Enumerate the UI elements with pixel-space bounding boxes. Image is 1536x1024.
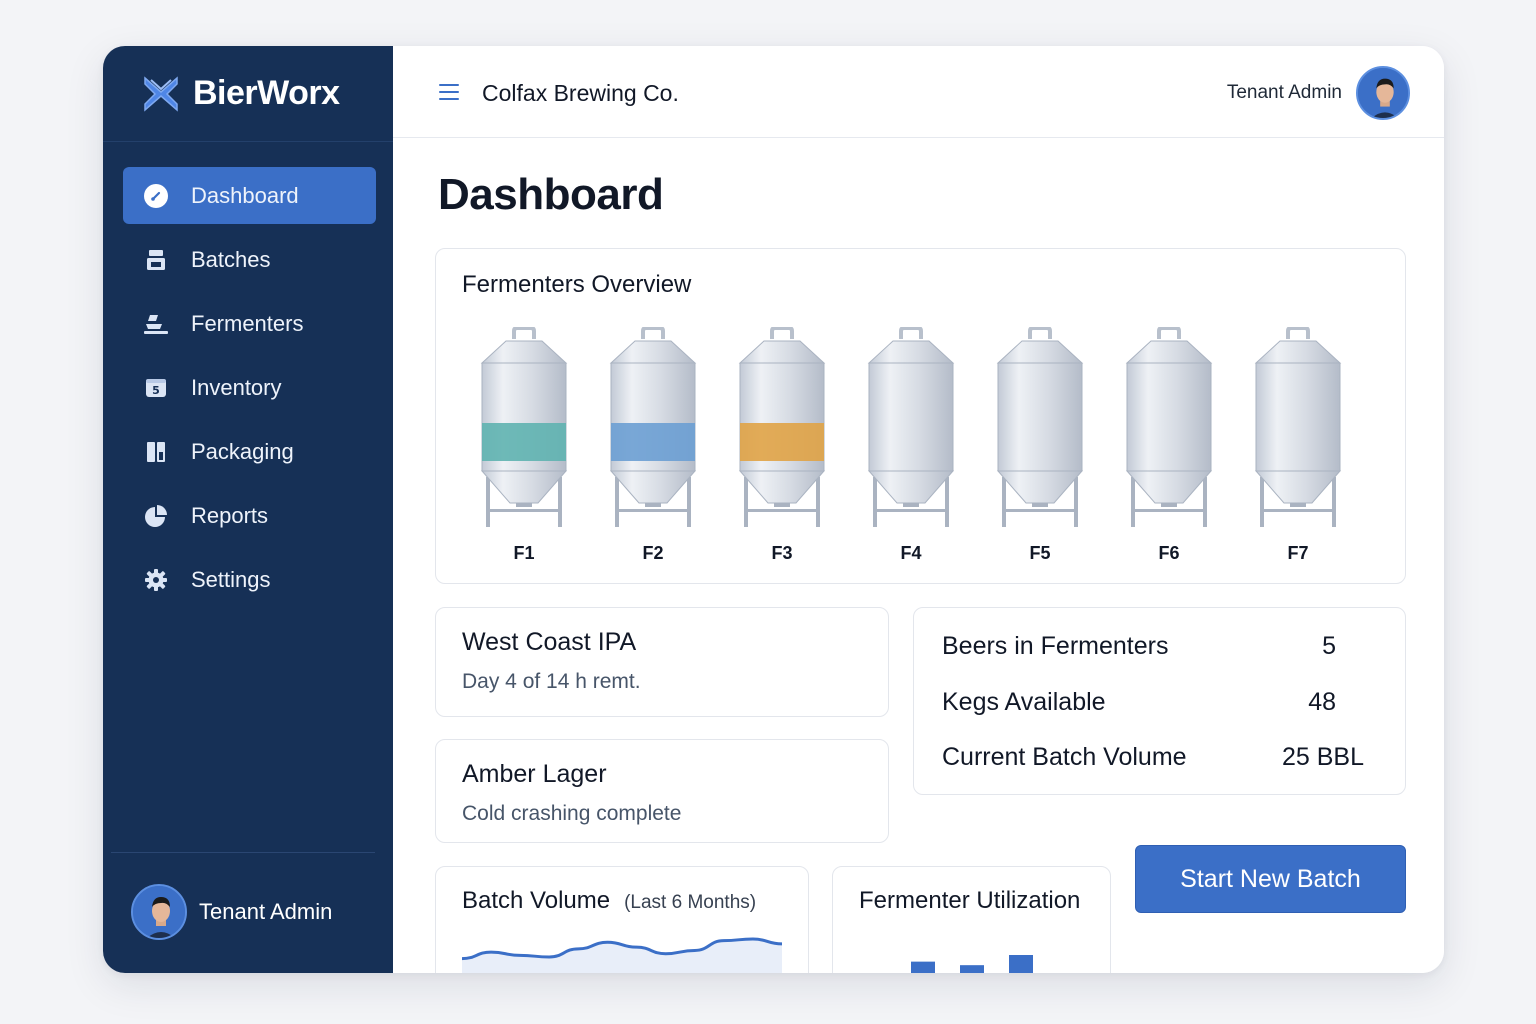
hamburger-menu-icon[interactable] bbox=[439, 84, 461, 102]
stat-label: Kegs Available bbox=[942, 688, 1106, 716]
sidebar-item-label: Inventory bbox=[191, 374, 282, 400]
stat-label: Current Batch Volume bbox=[942, 743, 1187, 771]
pie-chart-icon bbox=[143, 503, 169, 529]
fermenter-icon bbox=[738, 327, 826, 527]
volume-line bbox=[461, 937, 783, 961]
fermenter-tank-f6[interactable]: F6 bbox=[1121, 327, 1217, 567]
sidebar: BierWorx Dashboard Batches Fermenters bbox=[103, 46, 393, 973]
tank-fill-level bbox=[482, 423, 566, 461]
fermenter-utilization-card: Fermenter Utilization bbox=[832, 866, 1111, 973]
stat-value: 25 BBL bbox=[1281, 743, 1364, 771]
sidebar-divider bbox=[111, 852, 375, 853]
tank-label: F1 bbox=[513, 543, 535, 563]
stat-row: Kegs Available 48 bbox=[942, 688, 1364, 718]
fermenter-tank-f3[interactable]: F3 bbox=[734, 327, 830, 567]
fermenters-overview-card: Fermenters Overview F1 bbox=[435, 248, 1406, 584]
top-bar: Colfax Brewing Co. Tenant Admin bbox=[393, 46, 1444, 138]
sidebar-item-settings[interactable]: Settings bbox=[123, 551, 376, 608]
tank-label: F5 bbox=[1029, 543, 1051, 563]
sidebar-item-reports[interactable]: Reports bbox=[123, 487, 376, 544]
page-title: Dashboard bbox=[438, 170, 664, 219]
batch-volume-card: Batch Volume (Last 6 Months) bbox=[435, 866, 809, 973]
packaging-icon bbox=[143, 439, 169, 465]
fermenter-icon bbox=[1254, 327, 1342, 527]
sidebar-item-label: Batches bbox=[191, 246, 271, 272]
bierworx-logo-icon bbox=[144, 76, 178, 112]
tank-fill-level bbox=[611, 423, 695, 461]
batch-name: Amber Lager bbox=[462, 760, 607, 788]
fermenter-tank-f1[interactable]: F1 bbox=[476, 327, 572, 567]
chart-title: Fermenter Utilization bbox=[859, 887, 1081, 914]
volume-area bbox=[462, 939, 782, 973]
brand-name: BierWorx bbox=[193, 74, 340, 112]
batch-volume-chart bbox=[461, 937, 783, 973]
gear-icon bbox=[143, 567, 169, 593]
batch-status: Cold crashing complete bbox=[462, 802, 682, 825]
tank-label: F2 bbox=[642, 543, 664, 563]
tank-label: F4 bbox=[900, 543, 922, 563]
fermenter-tank-f5[interactable]: F5 bbox=[992, 327, 1088, 567]
header-user-menu[interactable]: Tenant Admin bbox=[1227, 66, 1410, 120]
avatar bbox=[131, 884, 187, 940]
avatar bbox=[1356, 66, 1410, 120]
chart-title-text: Batch Volume bbox=[462, 887, 611, 914]
inventory-icon: 5 bbox=[143, 375, 169, 401]
brand: BierWorx bbox=[103, 46, 393, 142]
gauge-icon bbox=[143, 183, 169, 209]
stat-value: 48 bbox=[1308, 688, 1336, 716]
fermenter-icon bbox=[143, 311, 169, 337]
stat-row: Current Batch Volume 25 BBL bbox=[942, 743, 1364, 773]
tenant-name: Colfax Brewing Co. bbox=[482, 80, 679, 106]
sidebar-item-label: Dashboard bbox=[191, 182, 299, 208]
tank-label: F6 bbox=[1158, 543, 1180, 563]
tank-label: F3 bbox=[771, 543, 793, 563]
tank-label: F7 bbox=[1287, 543, 1309, 563]
stats-card: Beers in Fermenters 5 Kegs Available 48 … bbox=[913, 607, 1406, 795]
batch-name: West Coast IPA bbox=[462, 628, 637, 656]
fermenter-tank-f2[interactable]: F2 bbox=[605, 327, 701, 567]
fermenter-utilization-chart bbox=[911, 955, 1033, 973]
sidebar-user[interactable]: Tenant Admin bbox=[131, 884, 332, 940]
sidebar-user-name: Tenant Admin bbox=[199, 899, 333, 924]
header-user-name: Tenant Admin bbox=[1226, 82, 1342, 103]
fermenter-tanks: F1 F2 bbox=[476, 327, 1376, 567]
batch-card[interactable]: Amber Lager Cold crashing complete bbox=[435, 739, 889, 843]
stat-value: 5 bbox=[1322, 632, 1336, 660]
fermenter-tank-f7[interactable]: F7 bbox=[1250, 327, 1346, 567]
svg-text:5: 5 bbox=[152, 384, 160, 397]
fermenter-icon bbox=[996, 327, 1084, 527]
batches-icon bbox=[143, 247, 169, 273]
chart-subtitle: (Last 6 Months) bbox=[624, 892, 757, 913]
sidebar-item-packaging[interactable]: Packaging bbox=[123, 423, 376, 480]
sidebar-item-label: Reports bbox=[191, 502, 269, 528]
batch-card[interactable]: West Coast IPA Day 4 of 14 h remt. bbox=[435, 607, 889, 717]
fermenter-tank-f4[interactable]: F4 bbox=[863, 327, 959, 567]
batch-status: Day 4 of 14 h remt. bbox=[462, 670, 641, 693]
utilization-bar bbox=[1009, 955, 1033, 973]
card-title: Fermenters Overview bbox=[462, 271, 692, 298]
sidebar-nav: Dashboard Batches Fermenters 5 Inventory bbox=[123, 167, 376, 615]
chart-title: Batch Volume (Last 6 Months) bbox=[462, 887, 756, 915]
tank-fill-level bbox=[740, 423, 824, 461]
sidebar-item-fermenters[interactable]: Fermenters bbox=[123, 295, 376, 352]
fermenter-icon bbox=[1125, 327, 1213, 527]
sidebar-item-batches[interactable]: Batches bbox=[123, 231, 376, 288]
utilization-bar bbox=[960, 965, 984, 973]
stat-row: Beers in Fermenters 5 bbox=[942, 632, 1364, 662]
fermenter-icon bbox=[609, 327, 697, 527]
start-new-batch-button[interactable]: Start New Batch bbox=[1135, 845, 1406, 913]
fermenter-icon bbox=[480, 327, 568, 527]
app-window: BierWorx Dashboard Batches Fermenters bbox=[103, 46, 1444, 973]
stat-label: Beers in Fermenters bbox=[942, 632, 1169, 660]
sidebar-item-label: Packaging bbox=[191, 438, 294, 464]
sidebar-item-inventory[interactable]: 5 Inventory bbox=[123, 359, 376, 416]
utilization-bar bbox=[911, 961, 935, 973]
sidebar-item-label: Fermenters bbox=[191, 310, 304, 336]
main-content: Colfax Brewing Co. Tenant Admin Dashboar… bbox=[393, 46, 1444, 973]
fermenter-icon bbox=[867, 327, 955, 527]
sidebar-item-label: Settings bbox=[191, 566, 271, 592]
sidebar-item-dashboard[interactable]: Dashboard bbox=[123, 167, 376, 224]
